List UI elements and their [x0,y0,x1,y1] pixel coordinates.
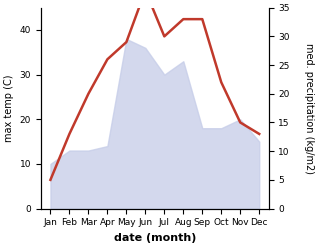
X-axis label: date (month): date (month) [114,233,196,243]
Y-axis label: med. precipitation (kg/m2): med. precipitation (kg/m2) [304,43,314,174]
Y-axis label: max temp (C): max temp (C) [4,74,14,142]
